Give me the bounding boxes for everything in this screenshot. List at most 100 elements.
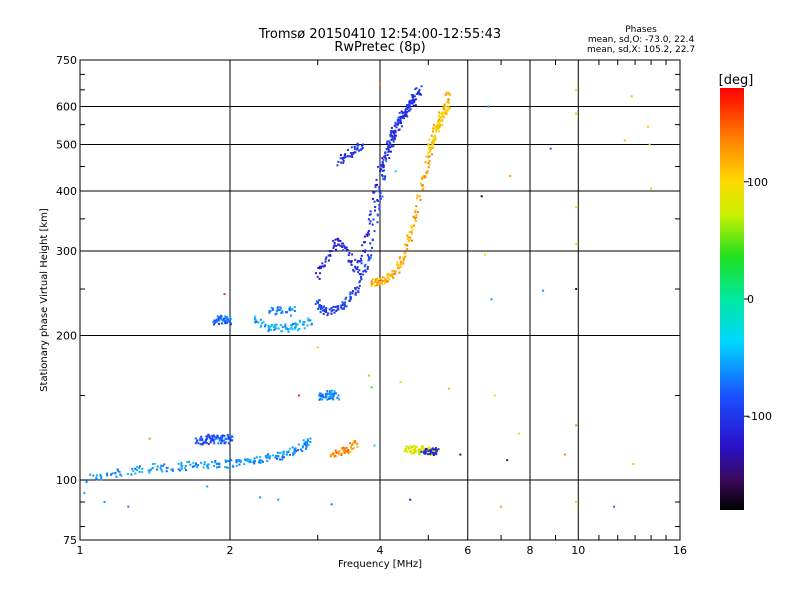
echo-point (391, 269, 394, 272)
echo-point (352, 447, 355, 450)
echo-point (316, 301, 319, 304)
echo-point (333, 311, 336, 314)
echo-point (319, 398, 321, 401)
echo-point (231, 435, 233, 438)
echo-point (407, 239, 410, 242)
echo-point (325, 394, 328, 397)
echo-point (392, 277, 395, 279)
echo-point (212, 439, 215, 442)
echo-point (385, 160, 388, 163)
echo-point (351, 152, 354, 155)
echo-point (436, 120, 439, 123)
echo-point (270, 329, 273, 331)
echo-point (358, 273, 361, 275)
echo-point (206, 464, 209, 467)
echo-point (397, 122, 400, 125)
echo-point (165, 470, 168, 473)
echo-point (95, 476, 98, 479)
echo-point (362, 273, 365, 276)
echo-point (370, 386, 373, 389)
echo-point (230, 459, 233, 462)
echo-point (349, 155, 352, 158)
echo-point (203, 461, 206, 464)
echo-point (330, 503, 333, 506)
echo-point (305, 441, 308, 444)
echo-point (432, 146, 435, 149)
echo-point (249, 458, 252, 461)
echo-point (335, 245, 338, 247)
echo-point (264, 455, 267, 458)
echo-point (388, 278, 391, 281)
echo-point (379, 82, 381, 85)
echo-point (229, 436, 232, 438)
echo-point (392, 132, 395, 135)
echo-point (309, 319, 312, 322)
echo-point (326, 390, 329, 392)
echo-point (235, 459, 238, 462)
echo-point (324, 308, 327, 311)
echo-point (267, 329, 270, 332)
echo-point (342, 302, 345, 305)
echo-point (459, 453, 462, 456)
echo-point (443, 112, 446, 115)
echo-point (405, 113, 408, 116)
echo-point (364, 249, 367, 252)
echo-point (438, 118, 441, 121)
echo-point (356, 442, 359, 445)
echo-point (100, 476, 103, 479)
echo-point (329, 254, 331, 256)
grid-lines (80, 60, 680, 540)
echo-point (420, 450, 423, 453)
echo-point (184, 465, 187, 467)
echo-point (410, 225, 413, 228)
echo-point (420, 446, 423, 448)
echo-point (400, 265, 403, 268)
echo-point (253, 457, 256, 460)
echo-point (399, 117, 402, 120)
axis-ticks: 1 2 4 6 8 10 16 75 100 200 300 400 500 600 750 (56, 54, 687, 557)
echo-point (400, 260, 402, 263)
echo-point (402, 260, 405, 263)
echo-point (480, 195, 483, 198)
echo-point (360, 259, 363, 262)
echo-point (331, 389, 334, 392)
echo-point (259, 325, 262, 328)
echo-point (289, 314, 292, 317)
echo-point (371, 223, 374, 226)
echo-point (630, 95, 633, 98)
echo-point (360, 278, 363, 281)
echo-point (205, 437, 208, 440)
echo-point (301, 446, 304, 449)
echo-point (272, 454, 274, 457)
echo-point (346, 155, 349, 158)
echo-point (387, 140, 390, 143)
echo-point (421, 188, 424, 191)
echo-point (575, 288, 578, 290)
echo-point (305, 447, 308, 450)
echo-point (225, 320, 228, 323)
echo-point (414, 449, 417, 452)
y-tick-label: 500 (56, 139, 77, 152)
echo-point (429, 146, 432, 149)
echo-point (238, 463, 241, 466)
echo-point (394, 121, 397, 124)
echo-point (161, 465, 164, 467)
echo-point (180, 463, 183, 466)
echo-point (373, 230, 376, 233)
echo-point (380, 168, 383, 171)
echo-point (391, 137, 394, 140)
echo-point (441, 111, 444, 114)
echo-point (185, 469, 188, 472)
echo-point (277, 327, 280, 330)
echo-point (367, 231, 370, 234)
echo-point (114, 472, 117, 475)
echo-point (207, 463, 210, 466)
echo-point (293, 450, 296, 453)
echo-point (447, 100, 450, 103)
echo-point (418, 88, 421, 91)
echo-point (270, 306, 273, 309)
echo-point (318, 306, 321, 309)
echo-point (378, 283, 381, 286)
echo-point (284, 325, 287, 327)
echo-point (383, 169, 386, 172)
